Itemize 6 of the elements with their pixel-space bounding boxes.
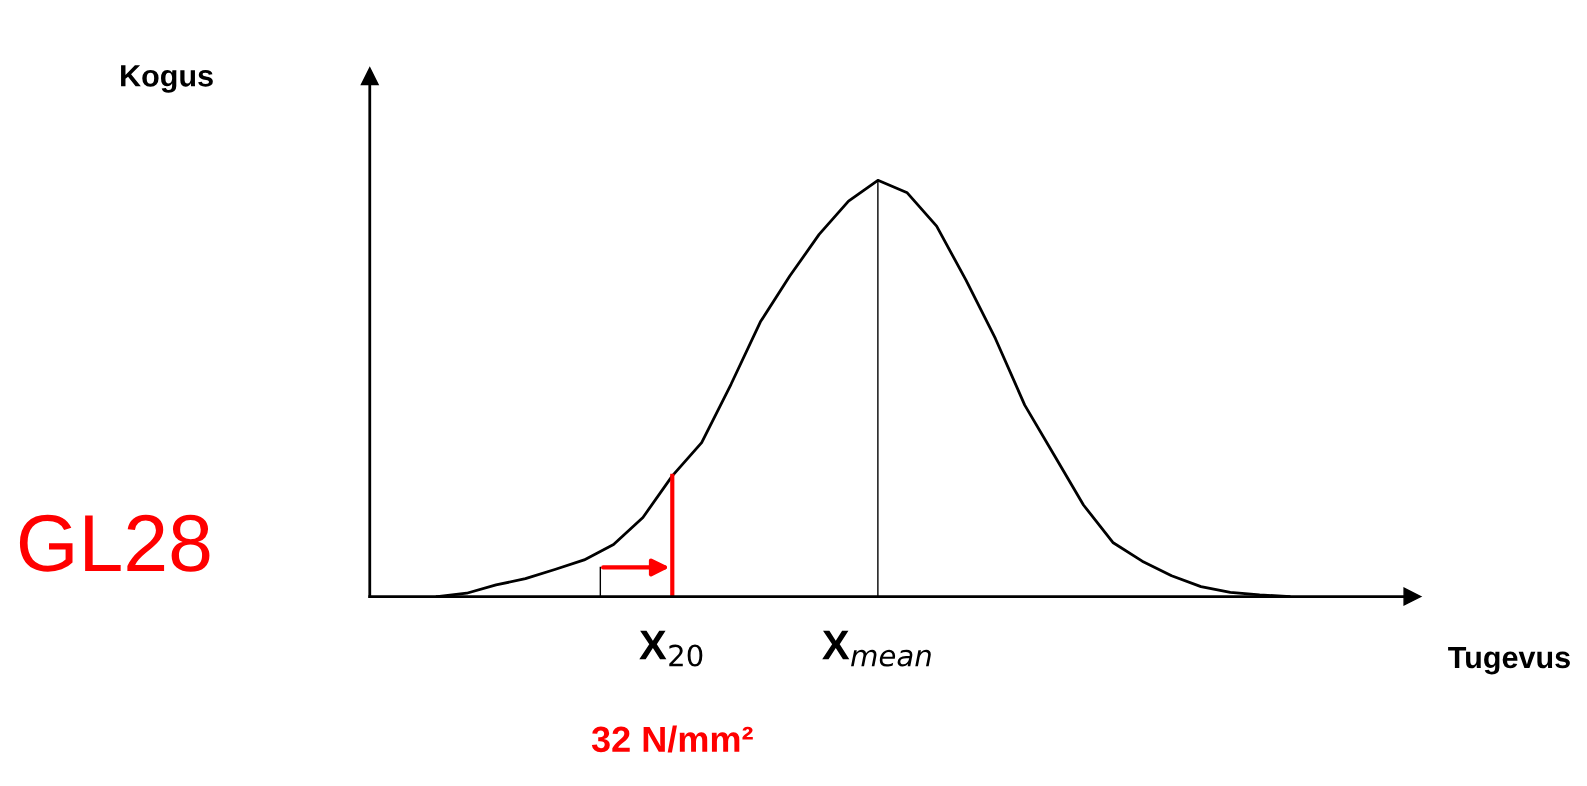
text: Tugevus bbox=[1448, 646, 1570, 675]
text: GL28 bbox=[19, 514, 210, 572]
x-tick-label: X$_{mean}$ bbox=[822, 630, 931, 667]
text: 32 N/mm² bbox=[591, 725, 753, 753]
x-tick-label: X$_{20}$ bbox=[639, 630, 703, 667]
text: Kogus bbox=[121, 65, 213, 93]
